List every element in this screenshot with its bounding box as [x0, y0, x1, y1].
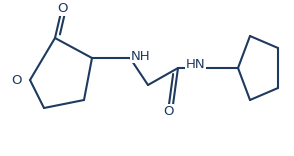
Text: O: O	[11, 73, 22, 86]
Text: O: O	[57, 2, 67, 15]
Text: O: O	[163, 105, 173, 118]
Text: NH: NH	[131, 49, 151, 63]
Text: HN: HN	[186, 58, 205, 71]
